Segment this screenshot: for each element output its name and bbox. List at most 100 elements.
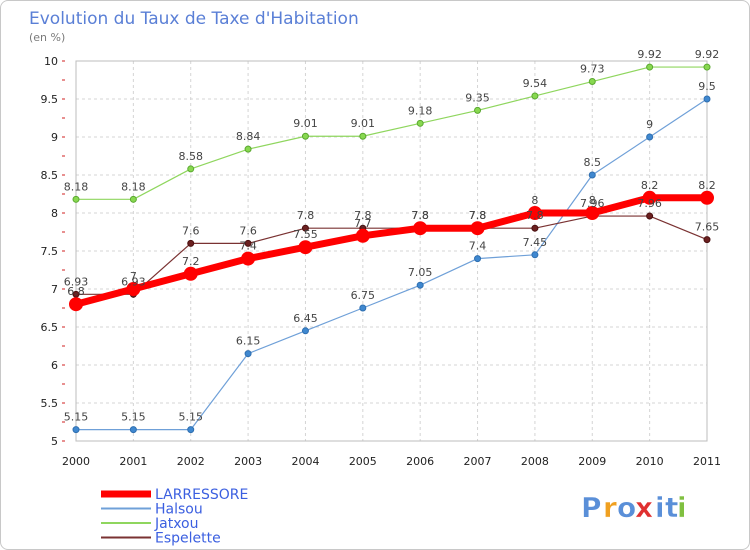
data-label-halsou: 6.15 (236, 335, 261, 348)
data-label-espelette: 7.8 (411, 209, 429, 222)
data-label-espelette: 7.65 (695, 221, 720, 234)
data-point-halsou (531, 251, 539, 259)
data-label-layer: 6.877.27.47.557.77.8 7.88 88.2 8.25.15 5.15 5… (64, 48, 720, 424)
x-tick-label: 2003 (234, 455, 262, 468)
data-label-espelette: 7.8 (354, 209, 372, 222)
data-point-larressore (126, 282, 141, 296)
data-label-halsou: 8.5 (584, 156, 602, 169)
data-point-jatxou (129, 195, 137, 203)
y-tick-label: 7.5 (41, 245, 59, 258)
data-point-halsou (129, 426, 137, 434)
y-tick-label: 10 (44, 55, 58, 68)
data-label-halsou: 9.5 (698, 80, 716, 93)
legend-label-larressore: LARRESSORE (155, 487, 248, 503)
x-tick-label: 2000 (62, 455, 90, 468)
data-point-halsou (588, 171, 596, 179)
x-tick-label: 2005 (349, 455, 377, 468)
data-point-espelette (703, 236, 711, 244)
data-point-jatxou (703, 63, 711, 71)
series-line-halsou (75, 98, 708, 431)
data-label-larressore: 7.8 (411, 209, 429, 222)
data-point-halsou (703, 95, 711, 103)
data-label-halsou: 5.15 (121, 411, 146, 424)
data-label-larressore: 8.2 (698, 179, 716, 192)
data-label-halsou: 6.45 (293, 312, 318, 325)
data-point-jatxou (187, 165, 195, 173)
data-label-larressore: 7.8 (469, 209, 487, 222)
data-label-jatxou: 9.73 (580, 63, 605, 76)
data-point-espelette (187, 239, 195, 247)
x-tick-label: 2004 (291, 455, 319, 468)
data-label-larressore: 7.55 (293, 228, 318, 241)
data-point-larressore (527, 206, 542, 220)
x-tick-label: 2006 (406, 455, 434, 468)
data-point-halsou (301, 327, 309, 335)
data-point-jatxou (588, 78, 596, 86)
legend-label-halsou: Halsou (155, 502, 203, 518)
data-point-larressore (298, 240, 313, 255)
y-tick-label: 5.5 (41, 397, 59, 410)
data-point-espelette (301, 224, 309, 232)
y-tick-label: 7 (51, 283, 58, 296)
data-label-larressore: 7.4 (239, 240, 257, 253)
data-label-halsou: 9 (646, 118, 653, 131)
logo-letter: i (677, 491, 687, 524)
data-point-larressore (413, 221, 428, 236)
series-line-larressore (72, 194, 711, 308)
x-tick-label: 2007 (464, 455, 492, 468)
data-label-jatxou: 8.58 (178, 150, 203, 163)
data-label-larressore: 8 (589, 194, 596, 207)
data-label-jatxou: 8.18 (64, 180, 89, 193)
data-label-espelette: 7.6 (239, 224, 257, 237)
data-point-jatxou (359, 132, 367, 140)
y-tick-label: 9.5 (41, 93, 59, 106)
y-tick-label: 9 (51, 131, 58, 144)
y-tick-label: 8 (51, 207, 58, 220)
data-point-halsou (474, 255, 482, 263)
y-tick-label: 6 (51, 359, 58, 372)
data-point-halsou (72, 426, 80, 434)
legend-label-jatxou: Jatxou (154, 516, 199, 532)
x-tick-label: 2010 (636, 455, 664, 468)
data-point-larressore (585, 206, 600, 220)
data-label-jatxou: 8.84 (236, 130, 261, 143)
data-point-jatxou (416, 119, 424, 127)
data-label-espelette: 7.96 (637, 197, 662, 210)
data-label-espelette: 7.6 (182, 224, 200, 237)
data-label-jatxou: 9.01 (293, 117, 318, 130)
data-point-larressore (183, 266, 198, 281)
data-point-jatxou (301, 132, 309, 140)
data-point-larressore (241, 251, 256, 266)
logo-letter: o (617, 491, 636, 524)
logo-letter: i (655, 491, 665, 524)
data-label-halsou: 5.15 (64, 411, 89, 424)
data-point-halsou (646, 133, 654, 141)
x-tick-label: 2011 (693, 455, 721, 468)
data-label-jatxou: 9.92 (637, 48, 662, 61)
data-label-larressore: 6.8 (67, 285, 85, 298)
x-tick-label: 2001 (119, 455, 147, 468)
plot-area-border (75, 60, 708, 442)
data-label-jatxou: 9.01 (351, 117, 376, 130)
data-point-halsou (244, 350, 252, 358)
data-label-espelette: 6.93 (121, 275, 146, 288)
data-label-halsou: 6.75 (351, 289, 376, 302)
data-label-jatxou: 9.18 (408, 104, 433, 117)
data-point-jatxou (244, 145, 252, 153)
x-tick-label: 2002 (177, 455, 205, 468)
y-tick-label: 6.5 (41, 321, 59, 334)
series-line-espelette (75, 215, 708, 295)
data-point-halsou (187, 426, 195, 434)
data-label-halsou: 7.05 (408, 266, 433, 279)
data-point-jatxou (72, 195, 80, 203)
y-tick-label: 8.5 (41, 169, 59, 182)
data-label-jatxou: 8.18 (121, 180, 146, 193)
data-point-espelette (244, 239, 252, 247)
chart-subtitle: (en %) (29, 31, 65, 44)
data-label-espelette: 7.8 (297, 209, 315, 222)
data-point-espelette (531, 224, 539, 232)
data-label-larressore: 7 (130, 270, 137, 283)
data-point-larressore (700, 190, 714, 205)
